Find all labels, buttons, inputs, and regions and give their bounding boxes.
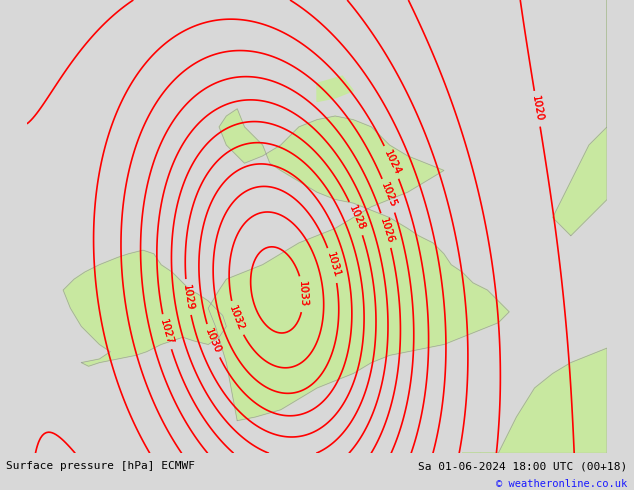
Text: 1024: 1024 xyxy=(382,148,402,176)
Text: 1033: 1033 xyxy=(297,281,309,308)
Text: Sa 01-06-2024 18:00 UTC (00+18): Sa 01-06-2024 18:00 UTC (00+18) xyxy=(418,461,628,471)
Text: 1028: 1028 xyxy=(347,204,366,232)
Text: 1024: 1024 xyxy=(382,148,402,176)
Text: 1020: 1020 xyxy=(530,95,545,122)
Text: 1031: 1031 xyxy=(325,251,342,279)
Text: 1029: 1029 xyxy=(181,283,195,311)
Text: 1028: 1028 xyxy=(347,204,366,232)
Polygon shape xyxy=(553,0,607,236)
Text: Surface pressure [hPa] ECMWF: Surface pressure [hPa] ECMWF xyxy=(6,461,195,471)
Polygon shape xyxy=(317,76,353,101)
Polygon shape xyxy=(208,109,509,420)
Text: 1031: 1031 xyxy=(325,251,342,279)
Text: 1032: 1032 xyxy=(227,304,246,332)
Text: 1030: 1030 xyxy=(203,327,223,355)
Polygon shape xyxy=(462,348,607,453)
Text: 1029: 1029 xyxy=(181,283,195,311)
Text: 1026: 1026 xyxy=(377,216,395,245)
Text: 1032: 1032 xyxy=(227,304,246,332)
Text: © weatheronline.co.uk: © weatheronline.co.uk xyxy=(496,480,628,490)
Text: 1026: 1026 xyxy=(377,216,395,245)
Text: 1025: 1025 xyxy=(379,181,398,210)
Text: 1033: 1033 xyxy=(297,281,309,308)
Text: 1027: 1027 xyxy=(158,318,175,346)
Text: 1030: 1030 xyxy=(203,327,223,355)
Text: 1027: 1027 xyxy=(158,318,175,346)
Text: 1020: 1020 xyxy=(530,95,545,122)
Polygon shape xyxy=(63,250,226,366)
Text: 1025: 1025 xyxy=(379,181,398,210)
